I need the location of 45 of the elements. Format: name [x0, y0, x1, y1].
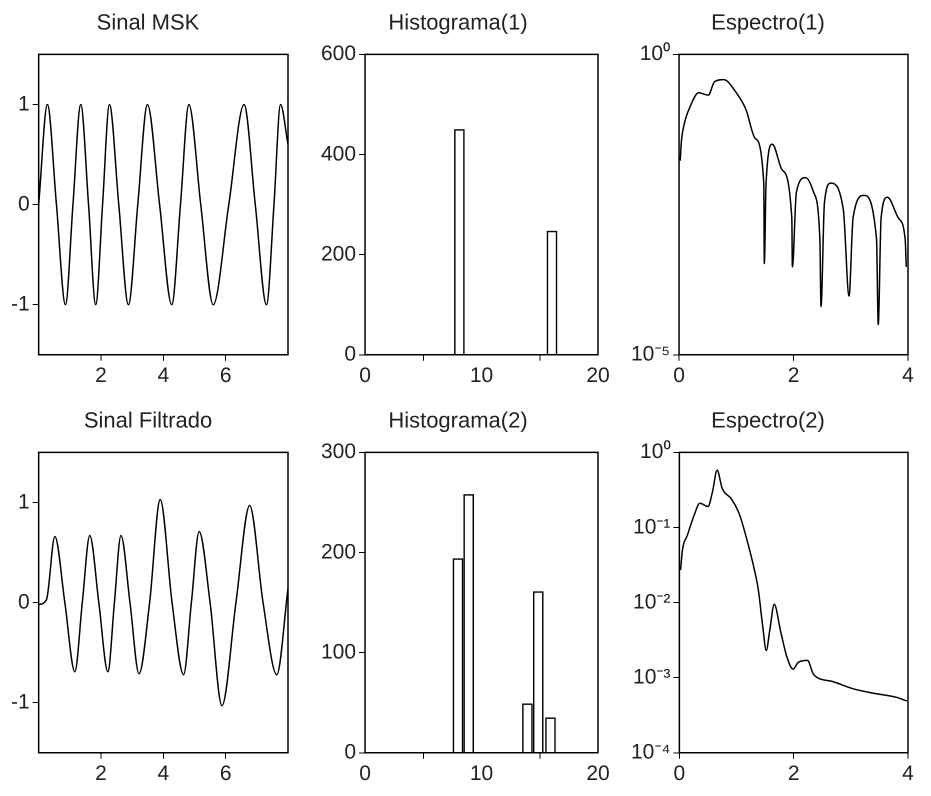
- x-tick-label: 20: [586, 364, 610, 388]
- x-tick-label: 0: [359, 364, 371, 388]
- y-tick-label: 0: [344, 342, 356, 366]
- y-tick-label: 10⁻⁴: [630, 740, 670, 764]
- y-tick-label: 10⁻¹: [633, 515, 670, 538]
- y-tick-label: 400: [320, 142, 356, 166]
- y-tick-label: 1: [18, 490, 30, 514]
- chart-title: Histograma(2): [388, 407, 528, 432]
- y-tick-label: 100: [320, 640, 356, 664]
- chart-title: Espectro(1): [711, 9, 825, 34]
- x-tick-label: 2: [788, 364, 800, 388]
- x-tick-label: 6: [220, 762, 232, 786]
- y-tick-label: 10⁻³: [633, 665, 670, 688]
- y-tick-label: 200: [320, 540, 356, 564]
- x-tick-label: 4: [157, 364, 170, 388]
- y-tick-label: -1: [10, 690, 30, 714]
- y-tick-label: 10⁰: [640, 42, 670, 66]
- x-tick-label: 4: [902, 762, 914, 786]
- y-tick-label: 200: [320, 242, 356, 266]
- x-tick-label: 20: [586, 762, 610, 786]
- x-tick-label: 10: [470, 364, 494, 388]
- x-tick-label: 4: [157, 762, 170, 786]
- x-tick-label: 0: [673, 364, 685, 388]
- x-tick-label: 0: [674, 762, 686, 786]
- chart-title: Histograma(1): [388, 9, 528, 34]
- chart-title: Sinal Filtrado: [84, 407, 212, 432]
- x-tick-label: 2: [95, 364, 107, 388]
- y-tick-label: 10⁰: [640, 440, 670, 464]
- y-tick-label: 600: [320, 42, 356, 66]
- chart-title: Espectro(2): [711, 407, 825, 432]
- y-tick-label: 0: [344, 740, 356, 764]
- x-tick-label: 0: [359, 762, 371, 786]
- y-tick-label: 0: [18, 590, 30, 614]
- y-tick-label: 300: [320, 440, 356, 464]
- x-tick-label: 6: [220, 364, 232, 388]
- y-tick-label: 1: [18, 92, 30, 116]
- x-tick-label: 10: [470, 762, 494, 786]
- x-tick-label: 2: [95, 762, 107, 786]
- x-tick-label: 2: [788, 762, 800, 786]
- y-tick-label: 10⁻⁵: [630, 342, 670, 366]
- y-tick-label: 0: [18, 192, 30, 216]
- chart-title: Sinal MSK: [96, 9, 200, 34]
- x-tick-label: 4: [902, 364, 914, 388]
- y-tick-label: -1: [10, 292, 30, 316]
- y-tick-label: 10⁻²: [633, 590, 670, 614]
